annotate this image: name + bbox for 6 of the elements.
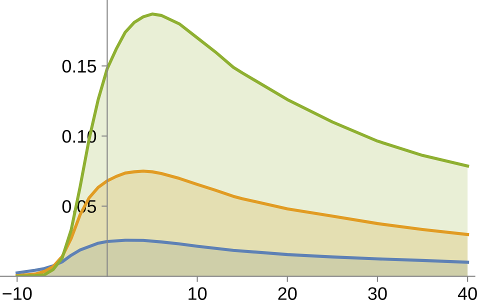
- y-tick-label: 0.15: [62, 60, 96, 73]
- x-tick-label: 40: [458, 287, 477, 300]
- x-tick-label: −10: [2, 287, 32, 300]
- x-tick-label: 20: [278, 287, 297, 300]
- x-tick-label: 10: [188, 287, 207, 300]
- x-tick-label: 30: [368, 287, 387, 300]
